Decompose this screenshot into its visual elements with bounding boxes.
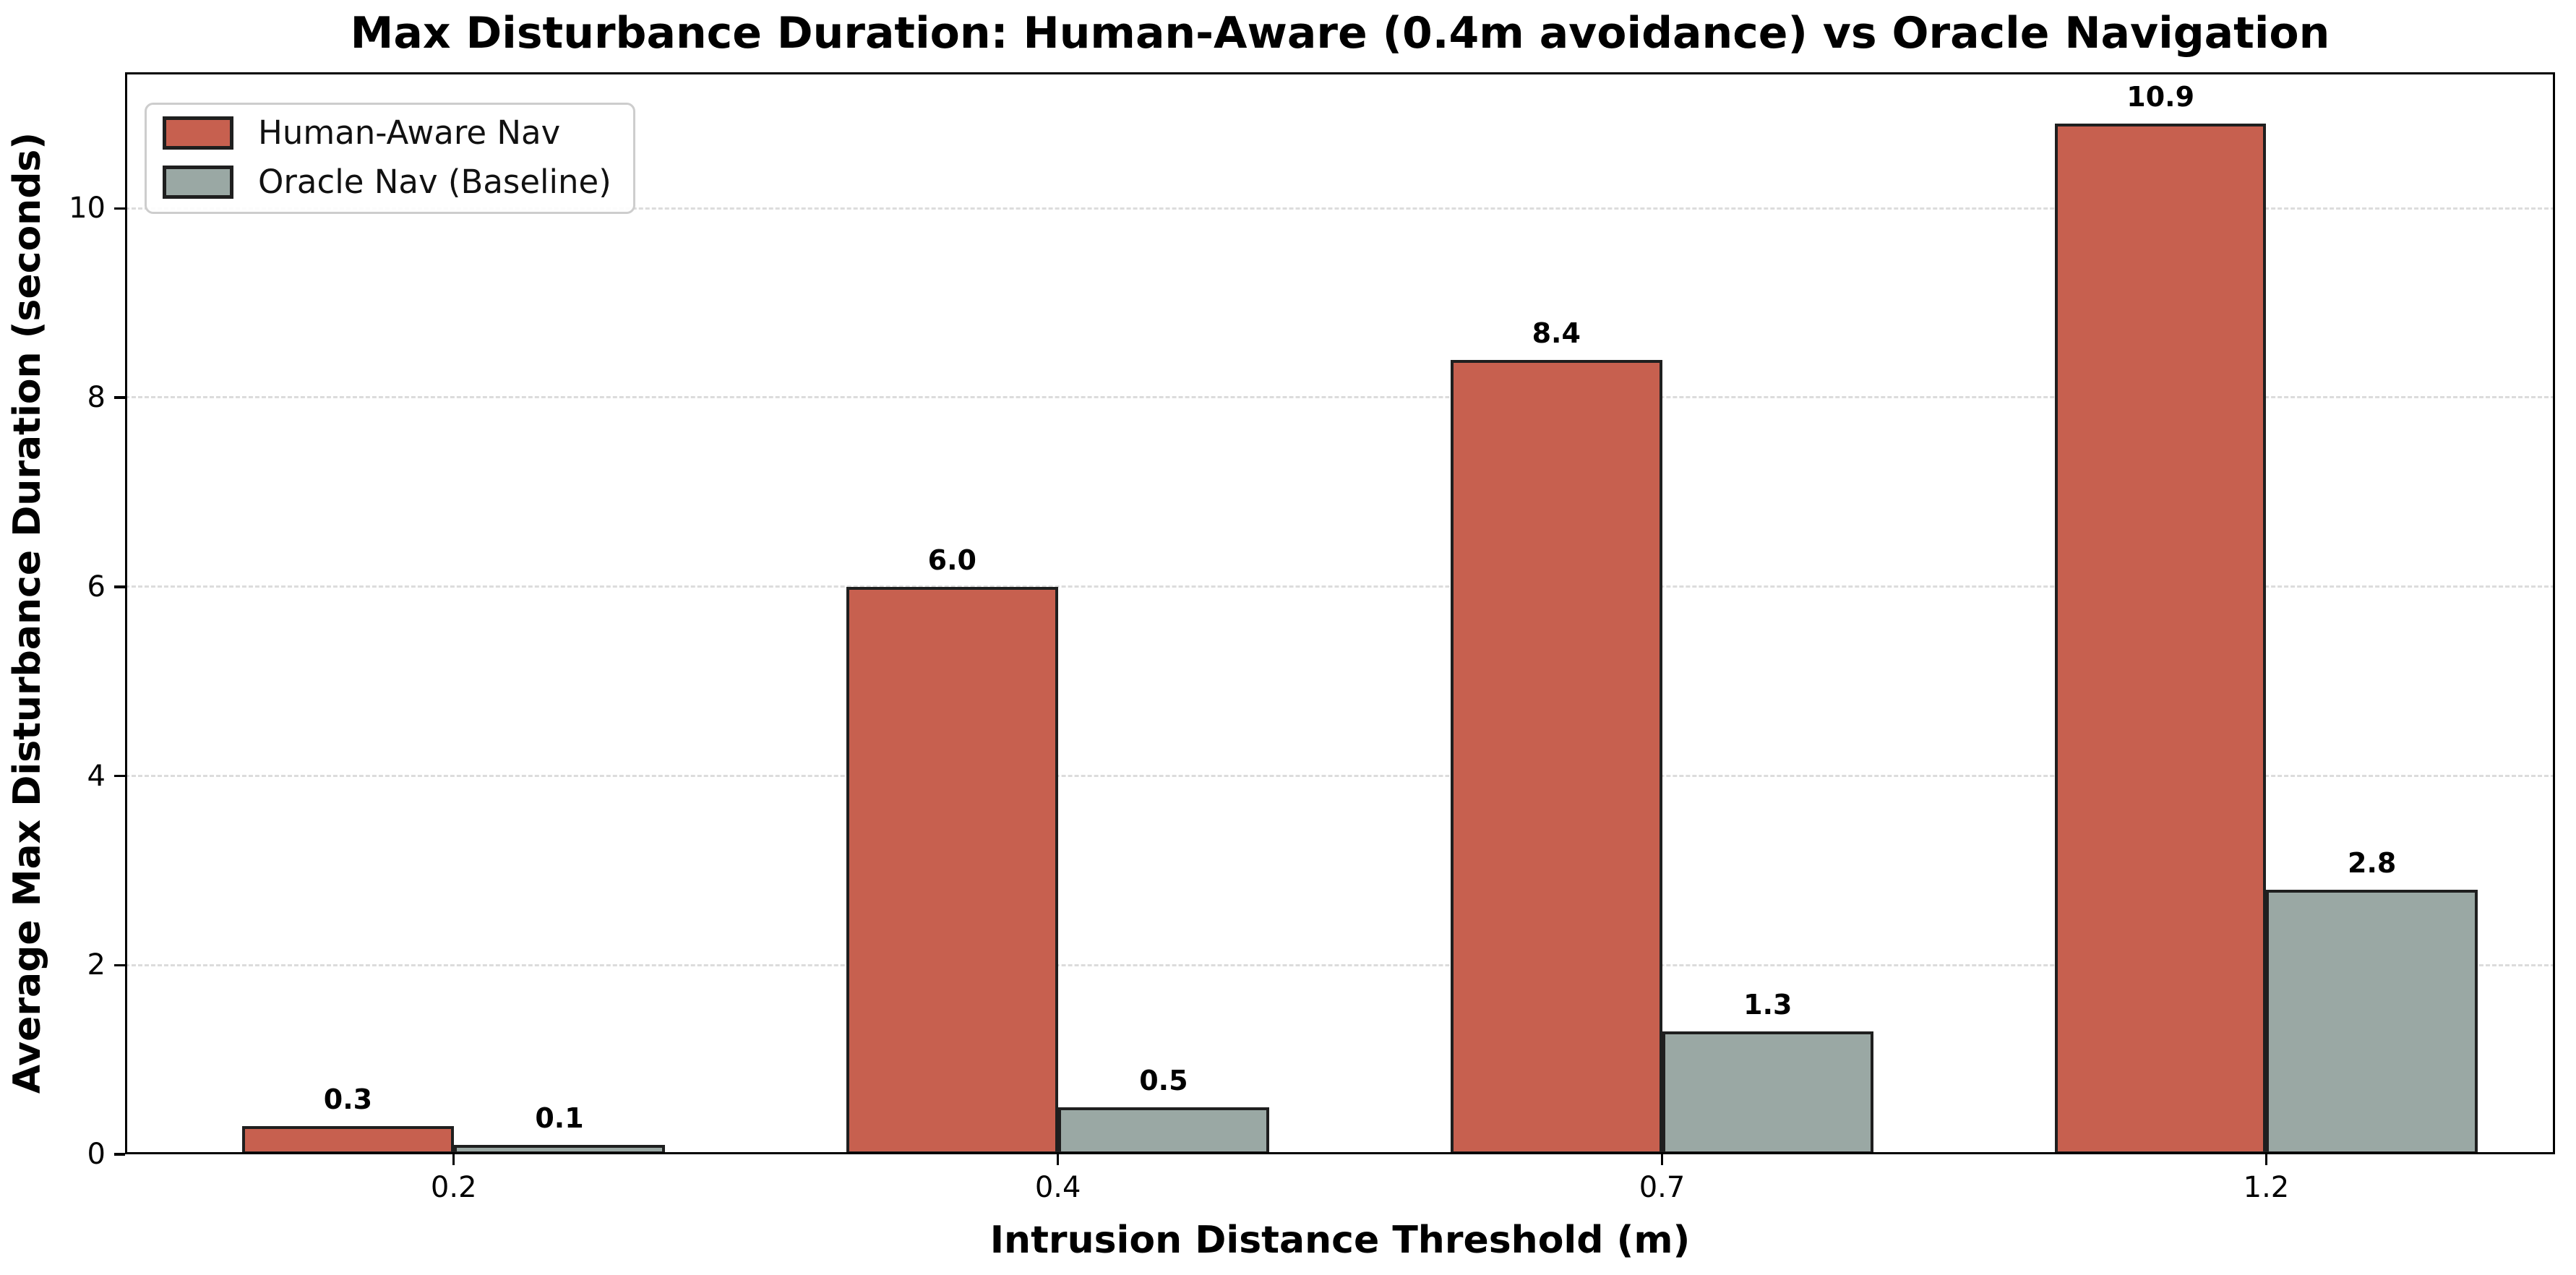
legend-item-human-aware-nav: Human-Aware Nav	[163, 113, 611, 153]
x-tick-label-0.7: 0.7	[1639, 1171, 1686, 1204]
x-tick-label-0.4: 0.4	[1034, 1171, 1081, 1204]
y-tick-label-6: 6	[87, 570, 106, 604]
legend-label: Human-Aware Nav	[258, 113, 561, 152]
y-tick-mark-2	[114, 963, 125, 967]
y-tick-label-10: 10	[69, 192, 106, 226]
bar-human-aware-nav-0.4	[846, 586, 1058, 1154]
y-tick-mark-0	[114, 1153, 125, 1156]
gridline-y-8	[125, 396, 2555, 399]
bar-oracle-nav-baseline--0.4	[1057, 1107, 1270, 1154]
y-tick-label-8: 8	[87, 381, 106, 415]
bar-value-label-0.2-1: 0.1	[535, 1102, 584, 1134]
x-tick-mark-0.2	[452, 1154, 455, 1165]
bar-oracle-nav-baseline--0.7	[1662, 1031, 1874, 1154]
y-tick-mark-10	[114, 207, 125, 210]
bar-human-aware-nav-0.2	[242, 1125, 454, 1154]
x-tick-mark-0.7	[1660, 1154, 1664, 1165]
x-tick-mark-0.4	[1056, 1154, 1060, 1165]
x-axis-label: Intrusion Distance Threshold (m)	[989, 1219, 1691, 1262]
legend-item-oracle-nav-baseline-: Oracle Nav (Baseline)	[163, 163, 611, 202]
y-tick-mark-4	[114, 774, 125, 778]
legend: Human-Aware Nav Oracle Nav (Baseline)	[145, 103, 635, 214]
bar-oracle-nav-baseline--0.2	[453, 1144, 666, 1154]
bar-value-label-1.2-0: 10.9	[2126, 80, 2195, 113]
legend-swatch	[163, 166, 233, 199]
x-tick-label-0.2: 0.2	[430, 1171, 477, 1204]
bar-value-label-0.2-0: 0.3	[323, 1083, 373, 1115]
gridline-y-6	[125, 585, 2555, 588]
legend-label: Oracle Nav (Baseline)	[258, 163, 611, 201]
legend-swatch	[163, 116, 233, 150]
bar-human-aware-nav-0.7	[1450, 359, 1662, 1154]
y-tick-mark-8	[114, 396, 125, 399]
x-tick-label-1.2: 1.2	[2243, 1171, 2290, 1204]
bar-oracle-nav-baseline--1.2	[2266, 889, 2478, 1154]
bar-value-label-0.7-1: 1.3	[1743, 988, 1793, 1021]
bar-value-label-0.7-0: 8.4	[1532, 317, 1581, 349]
gridline-y-2	[125, 963, 2555, 966]
x-tick-mark-1.2	[2264, 1154, 2268, 1165]
y-tick-label-4: 4	[87, 759, 106, 793]
y-tick-label-2: 2	[87, 948, 106, 982]
bar-value-label-0.4-0: 6.0	[927, 544, 977, 576]
chart-title: Max Disturbance Duration: Human-Aware (0…	[350, 8, 2330, 59]
y-tick-mark-6	[114, 585, 125, 588]
bar-human-aware-nav-1.2	[2054, 123, 2267, 1154]
bar-value-label-0.4-1: 0.5	[1139, 1064, 1188, 1096]
y-tick-label-0: 0	[87, 1138, 106, 1171]
gridline-y-4	[125, 774, 2555, 777]
bar-value-label-1.2-1: 2.8	[2348, 846, 2397, 879]
gridline-y-10	[125, 207, 2555, 210]
